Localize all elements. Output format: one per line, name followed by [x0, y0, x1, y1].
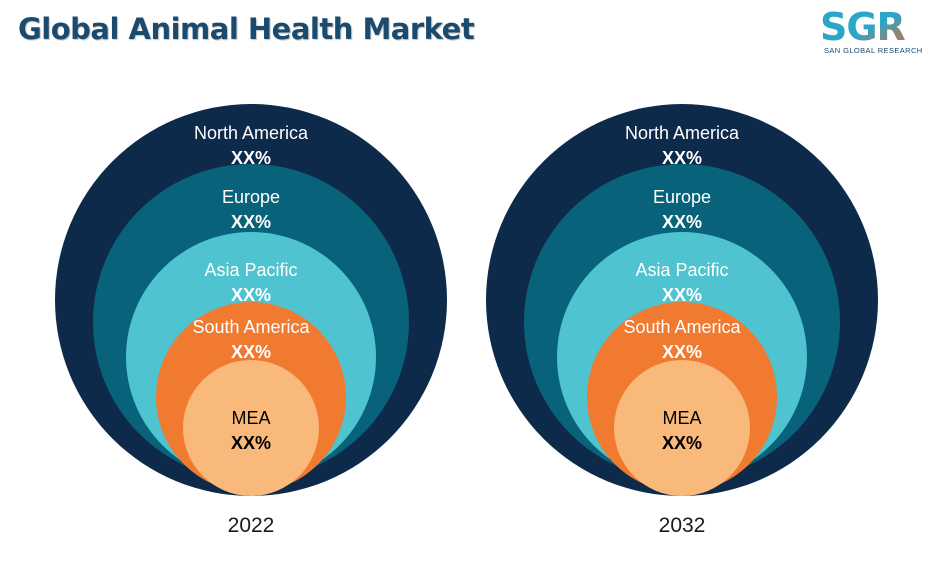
page-title: Global Animal Health Market [18, 12, 475, 46]
segment-name-label: North America [194, 123, 309, 143]
sgr-logo: SGR [820, 5, 907, 49]
chart-2032: North America XX% Europe XX% Asia Pacific XX%… [486, 104, 878, 537]
year-label: 2032 [659, 514, 706, 537]
segment-value-label: XX% [231, 212, 271, 232]
segment-name-label: Europe [222, 187, 280, 207]
segment-name-label: South America [623, 317, 741, 337]
logo-mark: SGR [820, 5, 906, 49]
segment-name-label: North America [625, 123, 740, 143]
segment-name-label: Asia Pacific [635, 260, 728, 280]
segment-value-label: XX% [231, 285, 271, 305]
year-label: 2022 [228, 514, 275, 537]
segment-value-label: XX% [662, 212, 702, 232]
segment-value-label: XX% [662, 342, 702, 362]
segment-name-label: Europe [653, 187, 711, 207]
segment-value-label: XX% [662, 148, 702, 168]
segment-name-label: MEA [231, 408, 270, 428]
ring-mea [183, 360, 319, 496]
segment-name-label: South America [192, 317, 310, 337]
logo-subtitle: SAN GLOBAL RESEARCH [824, 46, 923, 55]
segment-value-label: XX% [231, 433, 271, 453]
segment-value-label: XX% [662, 285, 702, 305]
segment-value-label: XX% [231, 342, 271, 362]
segment-name-label: Asia Pacific [204, 260, 297, 280]
segment-name-label: MEA [662, 408, 701, 428]
segment-value-label: XX% [231, 148, 271, 168]
ring-mea [614, 360, 750, 496]
segment-value-label: XX% [662, 433, 702, 453]
chart-2022: North America XX% Europe XX% Asia Pacific XX%… [55, 104, 447, 537]
